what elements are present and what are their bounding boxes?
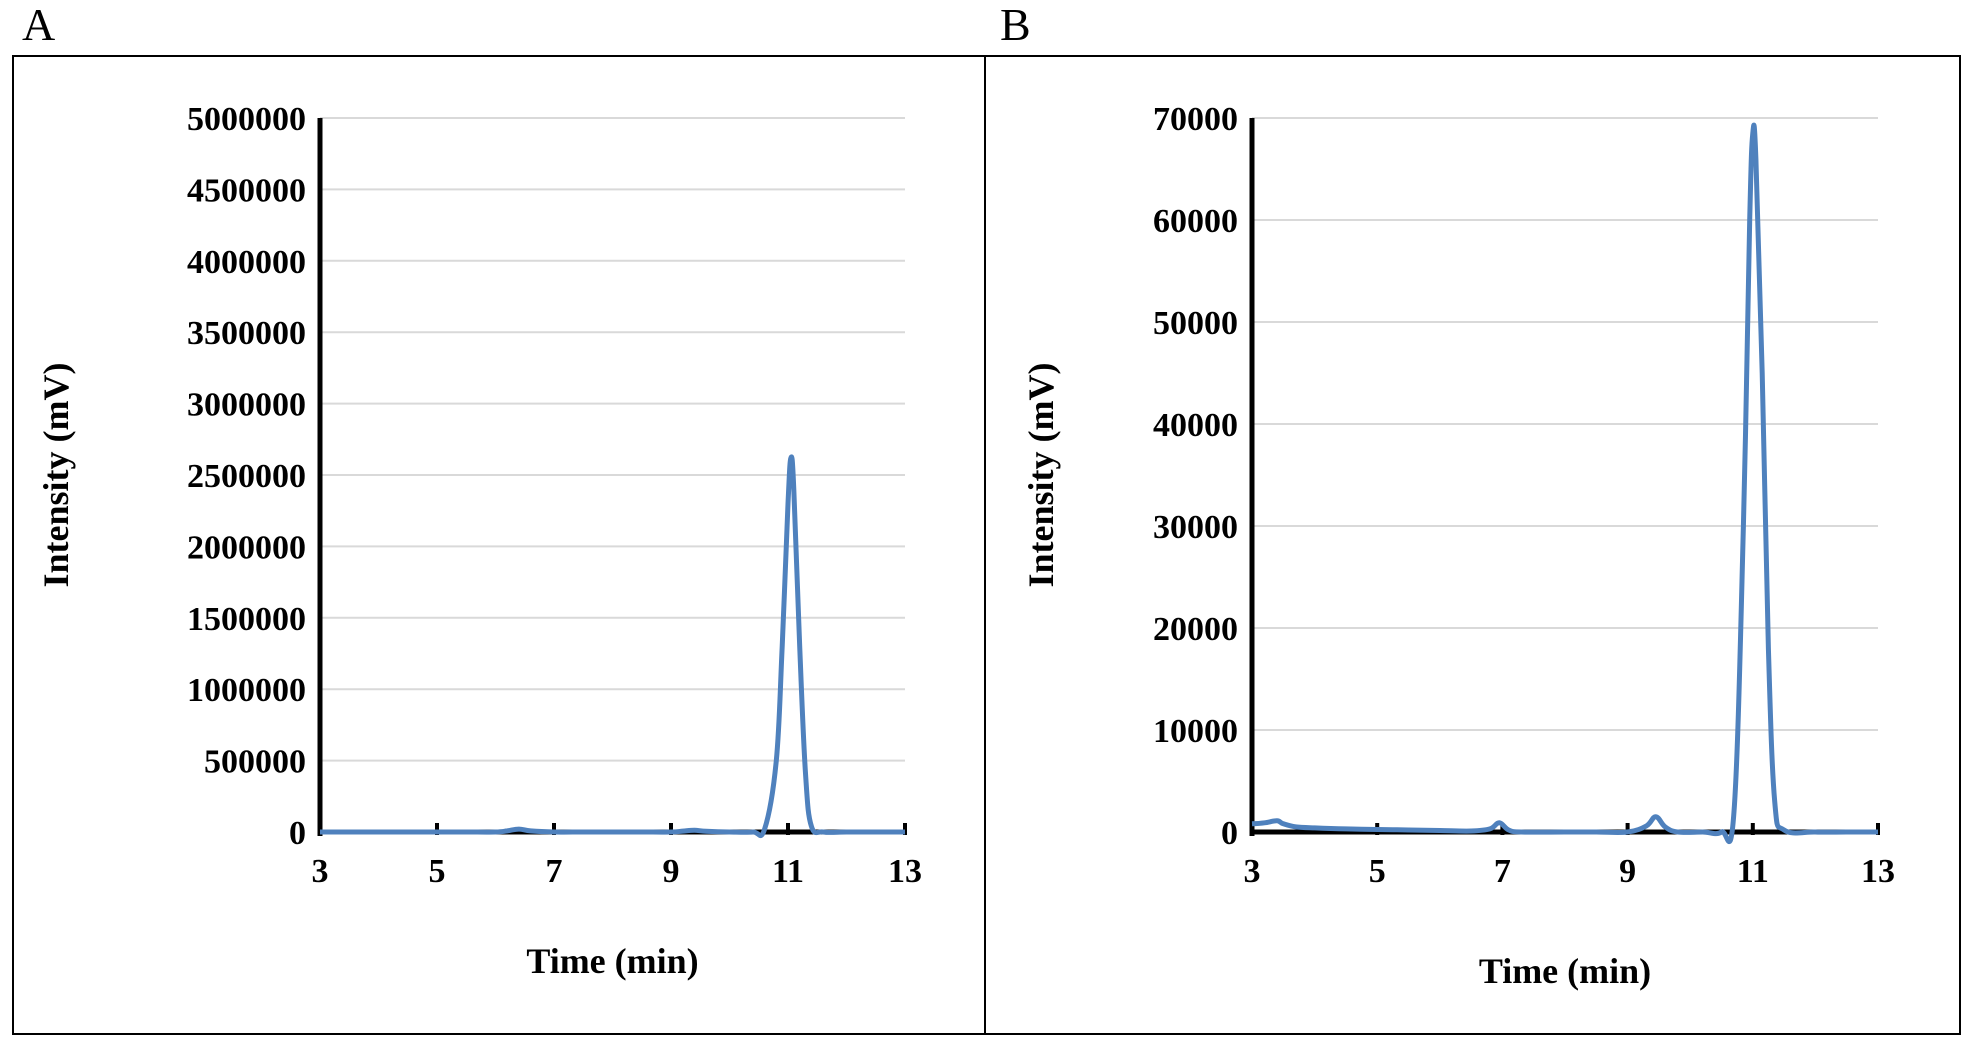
chart-a: 0 500000 1000000 1500000 2000000 2500000 30000… (36, 101, 922, 981)
chart-b-x-tick-label: 3 (1244, 853, 1261, 890)
panel-b-frame (984, 55, 1961, 1035)
chart-b-y-tick-label: 40000 (1153, 407, 1238, 444)
chart-a-y-tick-label: 3000000 (187, 387, 306, 424)
chart-b-x-tick-label: 11 (1737, 853, 1769, 890)
chart-a-x-tick-label: 9 (663, 853, 680, 890)
chart-b-axes (1249, 118, 1880, 836)
chart-b-x-tick-label: 13 (1861, 853, 1895, 890)
chart-a-y-tick-label: 3500000 (187, 315, 306, 352)
chart-b-series-line (1251, 122, 1878, 845)
chart-a-y-tick-label: 0 (289, 815, 306, 852)
chart-b-y-tick-label: 10000 (1153, 713, 1238, 750)
chart-a-gridlines (320, 117, 905, 762)
chart-b-y-tick-label: 0 (1221, 815, 1238, 852)
chart-b-y-tick-label: 70000 (1153, 101, 1238, 138)
chart-b-y-tick-label: 60000 (1153, 203, 1238, 240)
chart-b-x-tick-label: 9 (1619, 853, 1636, 890)
chart-a-x-tick-label: 3 (312, 853, 329, 890)
chart-a-y-tick-label: 4000000 (187, 244, 306, 281)
chart-a-x-tick-label: 5 (429, 853, 446, 890)
chart-a-y-tick-label: 1500000 (187, 601, 306, 638)
chart-b-y-tick-label: 20000 (1153, 611, 1238, 648)
chart-a-y-tick-labels: 0 500000 1000000 1500000 2000000 2500000 30000… (187, 101, 306, 852)
chart-a-y-tick-label: 5000000 (187, 101, 306, 138)
chart-a-y-tick-label: 4500000 (187, 172, 306, 209)
chart-b: 0 10000 20000 30000 40000 50000 60000 70000 3 5 7… (1021, 101, 1895, 991)
chart-a-y-tick-label: 1000000 (187, 672, 306, 709)
chart-b-y-tick-labels: 0 10000 20000 30000 40000 50000 60000 70000 (1153, 101, 1238, 852)
chart-a-series (319, 454, 905, 839)
chart-b-x-axis-title: Time (min) (1479, 951, 1651, 991)
chart-b-y-tick-label: 50000 (1153, 305, 1238, 342)
chart-a-series-line (319, 454, 905, 839)
panel-a-label: A (22, 0, 55, 50)
chart-a-y-tick-label: 2500000 (187, 458, 306, 495)
chart-a-axes (317, 118, 907, 836)
chart-b-x-tick-label: 5 (1369, 853, 1386, 890)
chart-a-x-tick-labels: 3 5 7 9 11 13 (312, 853, 923, 890)
chart-a-y-tick-label: 500000 (204, 744, 306, 781)
panel-b-label: B (1000, 0, 1031, 50)
panel-a-frame (12, 55, 986, 1035)
chart-b-y-axis-title: Intensity (mV) (1021, 363, 1061, 588)
chart-a-y-tick-label: 2000000 (187, 529, 306, 566)
chart-b-x-tick-labels: 3 5 7 9 11 13 (1244, 853, 1896, 890)
chart-a-y-axis-title: Intensity (mV) (36, 363, 76, 588)
chart-b-series (1251, 122, 1878, 845)
chart-a-x-tick-label: 7 (546, 853, 563, 890)
chart-a-x-tick-label: 11 (772, 853, 804, 890)
chart-b-gridlines (1252, 117, 1878, 731)
chart-b-y-tick-label: 30000 (1153, 509, 1238, 546)
chart-b-x-tick-label: 7 (1494, 853, 1511, 890)
chart-a-x-axis-title: Time (min) (526, 941, 698, 981)
chart-a-x-tick-label: 13 (888, 853, 922, 890)
